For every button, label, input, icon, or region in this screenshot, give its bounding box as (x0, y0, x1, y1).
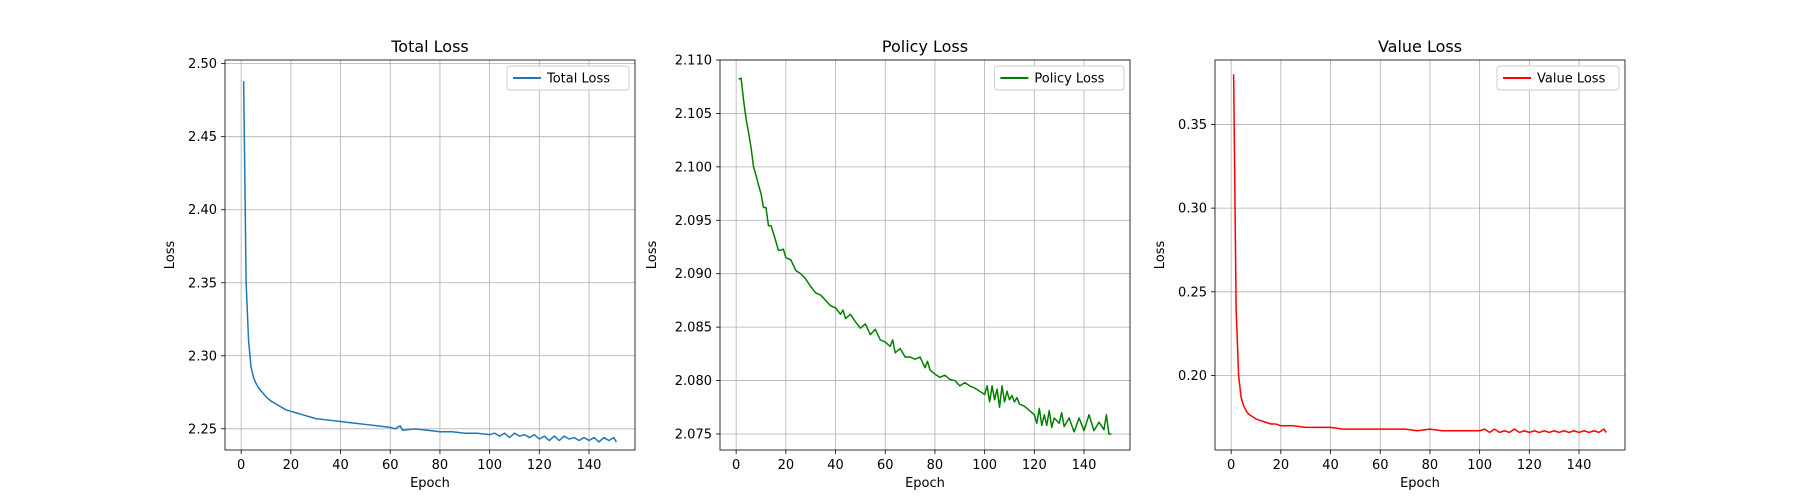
value-loss-legend: Value Loss (1496, 65, 1620, 91)
policy-loss-legend-label: Policy Loss (1034, 72, 1104, 87)
policy-loss-x-tick-label: 20 (778, 458, 795, 473)
value-loss-x-tick-label: 20 (1273, 458, 1290, 473)
policy-loss-x-label: Epoch (905, 476, 945, 491)
total-loss-y-tick-label: 2.35 (188, 276, 217, 291)
policy-loss-x-tick-label: 100 (972, 458, 997, 473)
value-loss-plot-area: 0 20 40 60 80 100 120 140 0.20 0.25 0.30 0.35 (1178, 59, 1626, 473)
total-loss-legend-label: Total Loss (546, 72, 610, 87)
policy-loss-x-tick-label: 60 (877, 458, 894, 473)
total-loss-grid (225, 60, 635, 450)
value-loss-x-tick-label: 40 (1322, 458, 1339, 473)
total-loss-plot-area: 0 20 40 60 80 100 120 140 2.25 2.30 2.35 2.40 2.45 2.… (188, 57, 636, 473)
policy-loss-panel: 0 20 40 60 80 100 120 140 2.075 2.080 2.085 2.090 2.… (645, 37, 1131, 491)
total-loss-y-tick-label: 2.45 (188, 130, 217, 145)
total-loss-x-tick-label: 140 (577, 458, 602, 473)
value-loss-x-tick-label: 140 (1567, 458, 1592, 473)
policy-loss-y-tick-label: 2.100 (675, 160, 712, 175)
value-loss-axes-frame (1214, 59, 1626, 451)
policy-loss-legend: Policy Loss (993, 65, 1125, 91)
total-loss-x-tick-label: 40 (332, 458, 349, 473)
policy-loss-legend-box (993, 65, 1125, 91)
total-loss-y-tick-label: 2.40 (188, 203, 217, 218)
value-loss-y-label: Loss (1153, 241, 1168, 270)
total-loss-x-tick-label: 100 (477, 458, 502, 473)
total-loss-panel: 0 20 40 60 80 100 120 140 2.25 2.30 2.35 2.40 2.45 2.… (163, 37, 636, 491)
value-loss-x-label: Epoch (1400, 476, 1440, 491)
total-loss-x-tick-label: 20 (283, 458, 300, 473)
policy-loss-y-tick-label: 2.080 (675, 374, 712, 389)
total-loss-legend-box (506, 65, 630, 91)
policy-loss-y-tick-label: 2.075 (675, 427, 712, 442)
policy-loss-x-tick-label: 140 (1072, 458, 1097, 473)
policy-loss-plot-area: 0 20 40 60 80 100 120 140 2.075 2.080 2.085 2.090 2.… (675, 54, 1131, 473)
value-loss-y-tick-label: 0.35 (1178, 118, 1207, 133)
total-loss-x-label: Epoch (410, 476, 450, 491)
value-loss-y-tick-label: 0.20 (1178, 369, 1207, 384)
policy-loss-axes-frame (719, 59, 1131, 451)
policy-loss-x-tick-label: 40 (827, 458, 844, 473)
value-loss-title: Value Loss (1378, 37, 1462, 56)
total-loss-x-tick-label: 80 (432, 458, 449, 473)
total-loss-y-tick-label: 2.30 (188, 349, 217, 364)
value-loss-y-tick-label: 0.30 (1178, 202, 1207, 217)
total-loss-y-tick-label: 2.25 (188, 422, 217, 437)
value-loss-x-tick-label: 80 (1422, 458, 1439, 473)
policy-loss-y-label: Loss (645, 241, 660, 270)
value-loss-x-tick-label: 0 (1227, 458, 1235, 473)
value-loss-legend-box (1496, 65, 1620, 91)
value-loss-x-tick-label: 120 (1517, 458, 1542, 473)
policy-loss-y-tick-label: 2.105 (675, 107, 712, 122)
total-loss-x-tick-label: 120 (527, 458, 552, 473)
total-loss-y-tick-label: 2.50 (188, 57, 217, 72)
policy-loss-y-tick-label: 2.095 (675, 214, 712, 229)
value-loss-legend-label: Value Loss (1537, 72, 1606, 87)
policy-loss-title: Policy Loss (882, 37, 968, 56)
policy-loss-x-tick-label: 80 (927, 458, 944, 473)
value-loss-y-tick-label: 0.25 (1178, 285, 1207, 300)
policy-loss-x-tick-label: 120 (1022, 458, 1047, 473)
policy-loss-y-tick-label: 2.110 (675, 54, 712, 69)
total-loss-x-tick-label: 60 (382, 458, 399, 473)
value-loss-panel: 0 20 40 60 80 100 120 140 0.20 0.25 0.30 0.35 Value… (1153, 37, 1626, 491)
value-loss-series-line (1232, 74, 1607, 434)
total-loss-legend: Total Loss (506, 65, 630, 91)
total-loss-x-tick-label: 0 (237, 458, 245, 473)
policy-loss-x-tick-label: 0 (732, 458, 740, 473)
policy-loss-grid (720, 59, 1130, 450)
total-loss-series-line (242, 81, 618, 443)
value-loss-x-tick-label: 60 (1372, 458, 1389, 473)
total-loss-axes-frame (224, 59, 636, 451)
value-loss-grid (1215, 60, 1625, 450)
value-loss-x-tick-label: 100 (1467, 458, 1492, 473)
policy-loss-series-line (738, 77, 1112, 435)
total-loss-y-label: Loss (163, 241, 178, 270)
policy-loss-y-tick-label: 2.085 (675, 321, 712, 336)
policy-loss-y-tick-label: 2.090 (675, 267, 712, 282)
total-loss-title: Total Loss (390, 37, 469, 56)
